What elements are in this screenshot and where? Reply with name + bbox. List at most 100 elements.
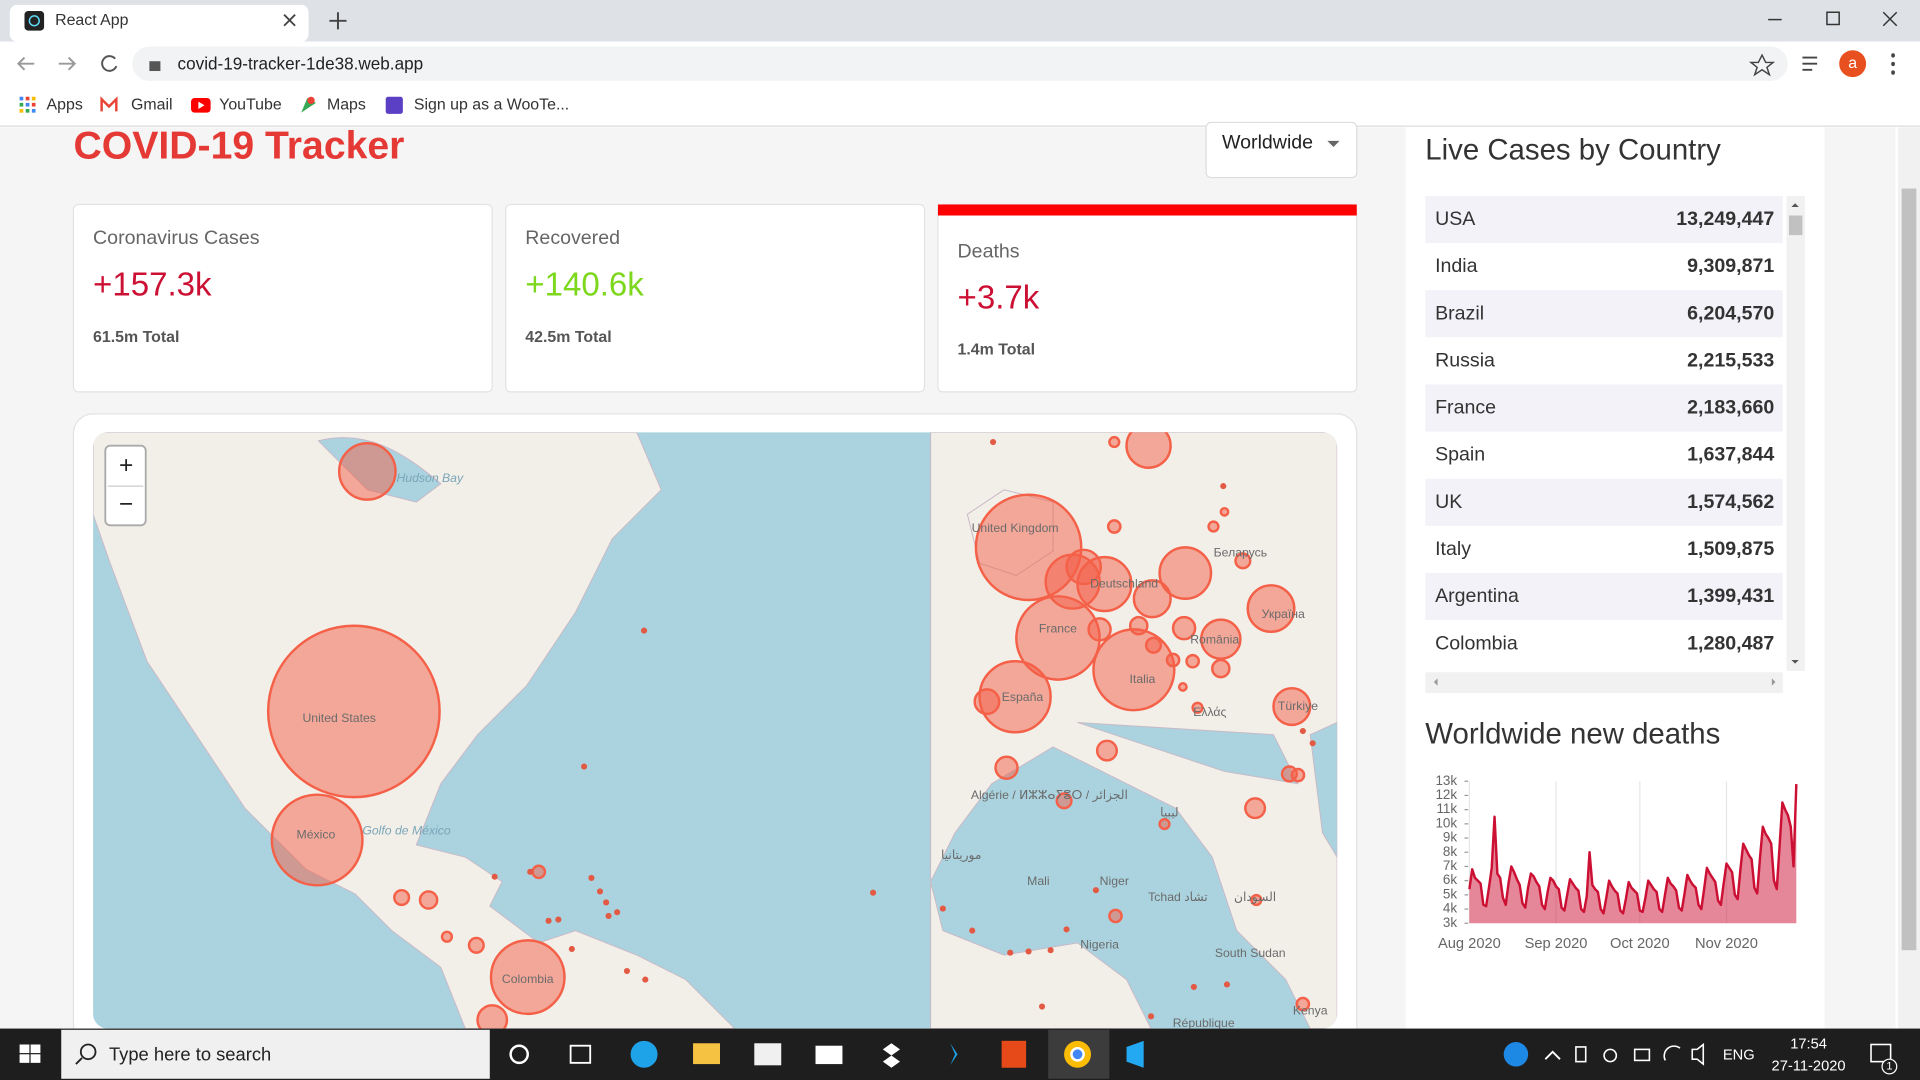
table-row <box>1425 243 1783 291</box>
table-row <box>1425 431 1783 479</box>
y-tick-label: 9k <box>1443 830 1457 845</box>
y-tick-label: 5k <box>1443 886 1457 901</box>
map-label: Kenya <box>1293 1004 1328 1018</box>
card-title: Recovered <box>525 227 620 249</box>
map-label: United States <box>302 711 375 725</box>
map-label: România <box>1190 633 1239 647</box>
table-row <box>1425 478 1783 526</box>
card-total: 61.5m Total <box>93 329 179 346</box>
country-name: USA <box>1435 208 1476 230</box>
bookmark[interactable]: Maps <box>327 97 366 114</box>
bookmarks-bar <box>0 83 1920 127</box>
map-label: السودان <box>1234 890 1276 905</box>
table-row <box>1425 525 1783 574</box>
zoom-in[interactable]: + <box>119 452 133 479</box>
bookmark[interactable]: YouTube <box>219 97 282 114</box>
table-row <box>1425 573 1783 621</box>
table-row <box>1425 195 1783 244</box>
action-center[interactable] <box>1870 1043 1892 1063</box>
x-tick-label: Nov 2020 <box>1695 936 1758 952</box>
table-scrollbar[interactable] <box>1786 195 1805 672</box>
maximize[interactable] <box>1826 11 1840 26</box>
search-icon <box>79 1043 97 1061</box>
table-row <box>1425 384 1783 432</box>
map-label: موريتانيا <box>941 848 981 863</box>
map-label: Golfo de México <box>362 824 451 838</box>
back[interactable] <box>16 56 35 71</box>
start-button[interactable] <box>19 1044 41 1063</box>
cases-card[interactable]: Coronavirus Cases +157.3k 61.5m Total <box>72 203 493 393</box>
tray-arrow[interactable] <box>1544 1050 1561 1060</box>
card-value: +140.6k <box>525 266 644 303</box>
close[interactable] <box>1882 11 1898 27</box>
recovered-card[interactable]: Recovered +140.6k 42.5m Total <box>505 203 926 393</box>
y-tick-label: 11k <box>1436 801 1457 816</box>
forward[interactable] <box>58 56 77 71</box>
card-title: Deaths <box>958 240 1020 262</box>
map-labels: Hudson Bay United Kingdom Беларусь Deuts… <box>297 471 1328 1030</box>
map-label: España <box>1002 690 1044 704</box>
card-total: 1.4m Total <box>958 341 1036 358</box>
country-name: France <box>1435 397 1496 419</box>
map-label: Niger <box>1100 874 1129 888</box>
tab[interactable] <box>9 4 309 42</box>
map-label: Colombia <box>502 972 554 986</box>
country-cases: 2,183,660 <box>1687 397 1774 419</box>
y-tick-label: 7k <box>1443 858 1457 873</box>
country-name: Argentina <box>1435 585 1519 607</box>
country-cases: 1,509,875 <box>1687 538 1774 560</box>
tray-icons[interactable] <box>1575 1042 1705 1066</box>
country-name: India <box>1435 255 1478 277</box>
new-tab[interactable] <box>329 12 347 30</box>
country-name: Spain <box>1435 444 1485 466</box>
card-title: Coronavirus Cases <box>93 227 260 249</box>
country-name: Italy <box>1435 538 1471 560</box>
bookmark[interactable]: Apps <box>47 97 83 114</box>
search-box[interactable] <box>61 1029 490 1079</box>
map-label: México <box>297 827 336 841</box>
gmail-icon <box>100 96 118 112</box>
map-label: South Sudan <box>1215 946 1286 960</box>
y-tick-label: 3k <box>1443 915 1457 930</box>
clock-time[interactable]: 17:54 <box>1790 1036 1827 1052</box>
table-hscrollbar[interactable] <box>1425 672 1783 694</box>
avatar[interactable] <box>1839 50 1867 78</box>
help-icon[interactable] <box>1503 1042 1529 1067</box>
zoom-out[interactable]: − <box>119 491 133 518</box>
map-label: United Kingdom <box>972 521 1059 535</box>
country-dropdown[interactable] <box>1205 121 1358 179</box>
cases-table: USA 13,249,447 India 9,309,871 Brazil 6,204,5… <box>1425 195 1783 668</box>
tab-icon <box>24 11 45 31</box>
taskbar-apps[interactable] <box>569 1029 1144 1079</box>
tab-close[interactable] <box>283 14 296 27</box>
x-tick-label: Oct 2020 <box>1610 936 1670 952</box>
cortana[interactable] <box>509 1044 529 1065</box>
page-scroll-thumb[interactable] <box>1901 188 1917 951</box>
map-label: Nigeria <box>1080 938 1119 952</box>
bookmark-star[interactable] <box>1748 53 1776 77</box>
omnibox[interactable] <box>132 46 1788 81</box>
deaths-card[interactable]: Deaths +3.7k 1.4m Total <box>937 203 1358 393</box>
map[interactable]: Hudson Bay United Kingdom Беларусь Deuts… <box>93 424 1338 1035</box>
bookmark[interactable]: Sign up as a WooTe... <box>414 97 569 114</box>
map-label: Беларусь <box>1214 546 1268 560</box>
x-tick-label: Sep 2020 <box>1525 936 1588 952</box>
table-row <box>1425 620 1783 668</box>
scroll-thumb[interactable] <box>1788 215 1803 236</box>
clock-date[interactable]: 27-11-2020 <box>1772 1058 1846 1074</box>
country-cases: 6,204,570 <box>1687 302 1774 324</box>
map-label: Algérie / ⵍⵣⵣⴰⵢⴻⵔ / الجزائر <box>971 788 1128 803</box>
area <box>1469 784 1797 924</box>
country-name: Brazil <box>1435 302 1484 324</box>
country-cases: 1,637,844 <box>1687 444 1774 466</box>
bookmark[interactable]: Gmail <box>131 97 173 114</box>
map-label: République <box>1173 1016 1235 1030</box>
map-label: Україна <box>1262 607 1305 621</box>
avatar-letter: a <box>1848 55 1857 72</box>
language[interactable]: ENG <box>1723 1047 1755 1063</box>
reload[interactable] <box>101 55 118 72</box>
country-name: UK <box>1435 491 1462 513</box>
tab-bar <box>0 0 1920 42</box>
media[interactable] <box>1802 56 1818 71</box>
